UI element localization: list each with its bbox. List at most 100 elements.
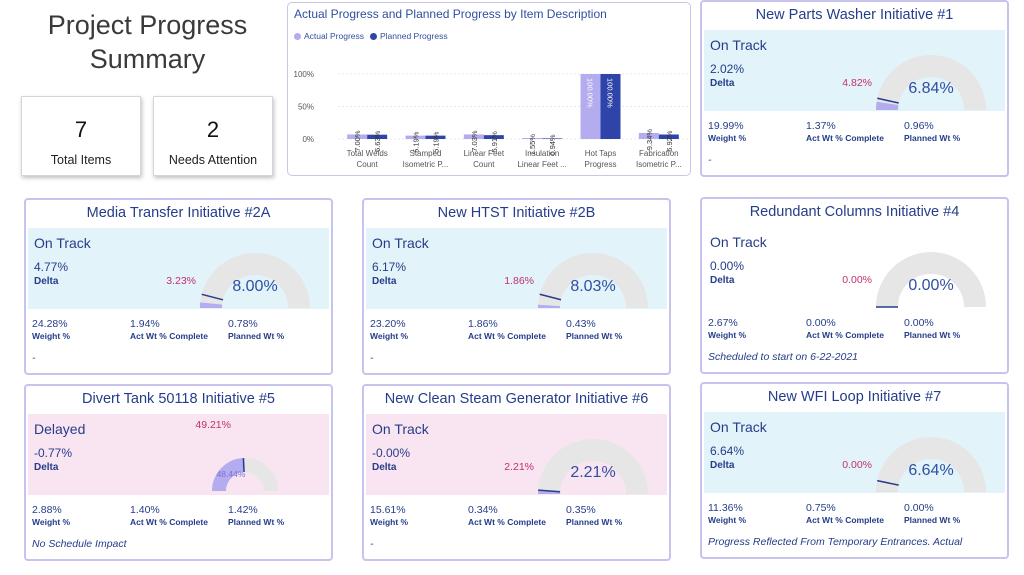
initiative-card-5[interactable]: Divert Tank 50118 Initiative #5 Delayed …: [24, 384, 333, 561]
bar-actual: [463, 134, 484, 139]
data-label-actual: 7.00%: [353, 130, 362, 152]
card-title: Media Transfer Initiative #2A: [86, 205, 271, 221]
planned-wt-value: 0.96%: [904, 120, 934, 132]
card-title: Redundant Columns Initiative #4: [749, 204, 960, 220]
act-wt-value: 0.00%: [806, 317, 836, 329]
x-tick-label: Linear Feet ...: [517, 160, 566, 169]
y-tick-label: 50%: [298, 103, 314, 112]
card-note: Scheduled to start on 6-22-2021: [708, 351, 859, 363]
gauge-fill: [212, 458, 246, 492]
initiative-card-4[interactable]: Redundant Columns Initiative #4 On Track…: [700, 197, 1009, 374]
data-label-planned: 0.94%: [548, 134, 557, 156]
weight-metric: 15.61% Weight %: [370, 504, 408, 527]
gauge-track: [876, 437, 986, 493]
card-note: No Schedule Impact: [32, 538, 127, 550]
initiative-card-6[interactable]: New Clean Steam Generator Initiative #6 …: [362, 384, 671, 561]
weight-label: Weight %: [370, 517, 409, 527]
gauge-planned-label: 48.44%: [216, 469, 246, 479]
progress-gauge: [538, 253, 648, 309]
status-label: On Track: [372, 421, 429, 437]
progress-chart-card[interactable]: Actual Progress and Planned Progress by …: [287, 2, 691, 176]
act-wt-value: 0.75%: [806, 502, 836, 514]
card-note: -: [370, 352, 374, 364]
bar-planned: [658, 134, 679, 139]
delta-value: 4.77%: [34, 260, 69, 274]
weight-value: 2.88%: [32, 504, 62, 516]
gauge-track: [876, 252, 986, 308]
data-label-planned: 5.19%: [432, 131, 441, 153]
planned-wt-label: Planned Wt %: [566, 517, 623, 527]
page-title-line2: Summary: [89, 44, 206, 74]
needs-attention-label: Needs Attention: [168, 153, 258, 167]
data-label-planned: 100.00%: [606, 78, 615, 108]
bar-actual: [347, 134, 368, 139]
delta-label: Delta: [34, 276, 59, 287]
card-note: -: [370, 538, 374, 550]
legend-planned-swatch: [370, 32, 377, 40]
planned-wt-value: 0.35%: [566, 504, 596, 516]
gauge-center-label: 0.00%: [908, 277, 954, 294]
act-wt-metric: 0.75% Act Wt % Complete: [806, 502, 884, 525]
gauge-track: [200, 253, 310, 309]
bar-planned: [600, 74, 621, 139]
data-label-actual: 9.34%: [645, 129, 654, 151]
card-note: -: [32, 352, 36, 364]
gauge-actual-label: 4.82%: [842, 77, 872, 89]
x-tick-label: Total Welds: [347, 149, 388, 158]
initiative-card-2a[interactable]: Media Transfer Initiative #2A On Track 4…: [24, 198, 333, 375]
chart-legend: Actual Progress Planned Progress: [294, 31, 448, 41]
planned-wt-metric: 1.42% Planned Wt %: [228, 504, 284, 527]
status-band: On Track 6.64% Delta 0.00% 6.64%: [704, 412, 1005, 493]
data-label-actual: 5.19%: [412, 131, 421, 153]
legend-actual[interactable]: Actual Progress: [294, 31, 364, 41]
total-items-label: Total Items: [50, 153, 112, 167]
gauge-actual-label: 3.23%: [166, 275, 196, 287]
weight-value: 24.28%: [32, 318, 68, 330]
status-label: Delayed: [34, 421, 86, 437]
x-tick-label: Count: [356, 160, 378, 169]
bar-planned: [425, 135, 446, 139]
data-label-actual: 100.00%: [586, 78, 595, 108]
card-title: Divert Tank 50118 Initiative #5: [82, 391, 275, 407]
delta-label: Delta: [372, 462, 397, 473]
y-tick-label: 100%: [294, 70, 314, 79]
gauge-center-label: 8.00%: [232, 278, 278, 295]
weight-label: Weight %: [708, 330, 747, 340]
act-wt-label: Act Wt % Complete: [806, 133, 884, 143]
initiative-card-2b[interactable]: New HTST Initiative #2B On Track 6.17% D…: [362, 198, 671, 375]
status-label: On Track: [34, 235, 91, 251]
needs-attention-card[interactable]: 2 Needs Attention: [153, 96, 273, 176]
weight-metric: 2.88% Weight %: [32, 504, 70, 527]
x-tick-label: Progress: [584, 160, 616, 169]
bar-planned: [483, 135, 504, 139]
legend-actual-label: Actual Progress: [304, 31, 364, 41]
x-tick-label: Insulation: [525, 149, 559, 158]
weight-value: 23.20%: [370, 318, 406, 330]
legend-planned-label: Planned Progress: [380, 31, 448, 41]
planned-wt-label: Planned Wt %: [228, 331, 285, 341]
gauge-target-marker: [242, 458, 245, 473]
act-wt-label: Act Wt % Complete: [806, 330, 884, 340]
progress-gauge: [876, 55, 986, 111]
x-tick-label: Isometric P...: [403, 160, 449, 169]
planned-wt-metric: 0.35% Planned Wt %: [566, 504, 622, 527]
initiative-card-1[interactable]: New Parts Washer Initiative #1 On Track …: [700, 0, 1009, 177]
initiative-card-7[interactable]: New WFI Loop Initiative #7 On Track 6.64…: [700, 382, 1009, 559]
planned-wt-label: Planned Wt %: [904, 515, 961, 525]
gauge-actual-label: 2.21%: [504, 461, 534, 473]
delta-value: -0.77%: [34, 446, 73, 460]
planned-wt-value: 1.42%: [228, 504, 258, 516]
planned-wt-metric: 0.00% Planned Wt %: [904, 502, 960, 525]
gauge-target-marker: [539, 293, 562, 301]
legend-planned[interactable]: Planned Progress: [370, 31, 448, 41]
gauge-target-marker: [201, 293, 224, 301]
card-note: Progress Reflected From Temporary Entran…: [708, 536, 963, 548]
act-wt-label: Act Wt % Complete: [468, 331, 546, 341]
x-tick-label: Count: [473, 160, 495, 169]
card-note: -: [708, 154, 712, 166]
weight-label: Weight %: [708, 515, 747, 525]
act-wt-metric: 1.86% Act Wt % Complete: [468, 318, 546, 341]
card-title: New Clean Steam Generator Initiative #6: [384, 391, 649, 407]
total-items-card[interactable]: 7 Total Items: [21, 96, 141, 176]
status-band: On Track 4.77% Delta 3.23% 8.00%: [28, 228, 329, 309]
